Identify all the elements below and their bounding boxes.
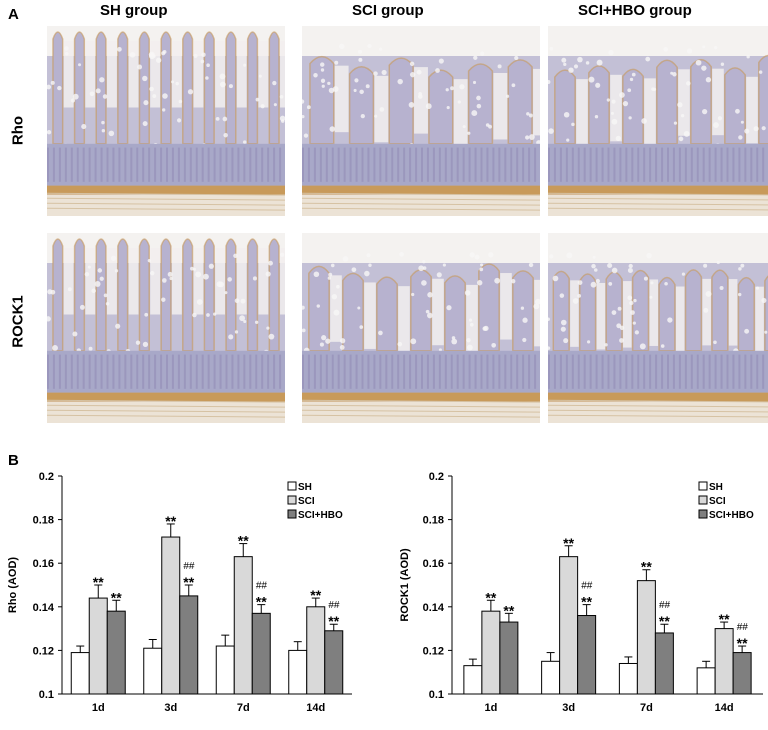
y-tick-label: 0.1 (39, 689, 54, 701)
x-tick-label: 1d (484, 702, 497, 714)
bar-sh-3d (143, 647, 163, 695)
significance-label: ** (485, 589, 496, 605)
bar-sci-hbo-3d (577, 615, 597, 695)
bar-sci-1d (481, 610, 501, 695)
significance-label: ** (503, 602, 514, 618)
y-tick-label: 0.16 (423, 558, 444, 570)
significance-label: ** (719, 611, 730, 627)
bar-sci-hbo-7d (251, 612, 271, 695)
y-tick-label: 0.16 (33, 558, 54, 570)
legend-swatch (287, 495, 297, 505)
bar-sh-1d (463, 665, 483, 695)
x-tick-label: 14d (306, 702, 325, 714)
bar-charts: 0.1 0.12 0.14 0.16 0.18 0.2 Rho (AOD) ** ** 1d ** #… (7, 471, 763, 714)
bar-sci-14d (306, 606, 326, 695)
significance-label: ## (256, 581, 268, 592)
x-tick-label: 3d (562, 702, 575, 714)
micrograph-rock1-sh (47, 233, 285, 423)
legend-swatch (287, 509, 297, 519)
y-tick-label: 0.2 (39, 471, 54, 483)
x-tick-label: 7d (640, 702, 653, 714)
significance-label: ** (328, 613, 339, 629)
x-tick-label: 1d (92, 702, 105, 714)
bar-sci-hbo-3d (179, 595, 199, 695)
y-axis-label: ROCK1 (AOD) (399, 548, 411, 622)
micrograph-rho-sh (47, 26, 285, 216)
legend-label: SCI+HBO (298, 510, 343, 521)
significance-label: ** (310, 587, 321, 603)
bar-sh-14d (696, 667, 716, 695)
significance-label: ## (737, 622, 749, 633)
y-tick-label: 0.12 (33, 645, 54, 657)
row-title-rock1: ROCK1 (9, 295, 27, 348)
micrograph-rho-sci-hbo (548, 26, 768, 216)
significance-label: ## (328, 600, 340, 611)
y-axis-label: Rho (AOD) (7, 557, 19, 614)
legend-swatch (698, 509, 708, 519)
bar-sci-hbo-1d (499, 621, 519, 695)
panel-b-label: B (8, 452, 19, 469)
y-tick-label: 0.12 (423, 645, 444, 657)
significance-label: ** (93, 574, 104, 590)
panel-a-label: A (8, 6, 19, 23)
x-tick-label: 7d (237, 702, 250, 714)
bar-sci-hbo-14d (324, 630, 344, 695)
y-tick-label: 0.2 (429, 471, 444, 483)
y-tick-label: 0.14 (423, 602, 445, 614)
significance-label: ## (183, 561, 195, 572)
row-title-rho: Rho (9, 115, 27, 146)
significance-label: ** (183, 574, 194, 590)
micrograph-rho-sci (302, 26, 540, 216)
bar-sh-14d (288, 649, 308, 695)
bar-sci-hbo-7d (654, 632, 674, 695)
x-tick-label: 14d (715, 702, 734, 714)
x-tick-label: 3d (164, 702, 177, 714)
bar-sci-3d (161, 536, 181, 695)
legend-swatch (287, 481, 297, 491)
y-tick-label: 0.1 (429, 689, 444, 701)
chart-rho: 0.1 0.12 0.14 0.16 0.18 0.2 Rho (AOD) ** ** 1d ** #… (7, 471, 352, 714)
significance-label: ** (737, 635, 748, 651)
bar-sh-3d (541, 660, 561, 695)
bar-sci-1d (88, 597, 108, 695)
legend-label: SH (709, 482, 723, 493)
column-title-sh: SH group (100, 2, 168, 19)
significance-label: ## (659, 600, 671, 611)
bar-sh-1d (70, 652, 90, 695)
significance-label: ** (659, 613, 670, 629)
y-tick-label: 0.18 (423, 515, 444, 527)
significance-label: ** (238, 533, 249, 549)
bar-sci-hbo-1d (106, 610, 126, 695)
y-tick-label: 0.18 (33, 515, 54, 527)
significance-label: ** (165, 513, 176, 529)
legend-label: SCI (298, 496, 315, 507)
bar-sci-14d (714, 628, 734, 695)
bar-sh-7d (618, 662, 638, 695)
legend-swatch (698, 481, 708, 491)
bar-sci-3d (559, 556, 579, 695)
significance-label: ** (563, 535, 574, 551)
legend-label: SH (298, 482, 312, 493)
micrograph-rock1-sci (302, 233, 540, 423)
micrograph-rock1-sci-hbo (548, 233, 768, 423)
significance-label: ** (256, 594, 267, 610)
y-tick-label: 0.14 (33, 602, 55, 614)
legend-label: SCI (709, 496, 726, 507)
significance-label: ** (641, 559, 652, 575)
bar-sci-hbo-14d (732, 652, 752, 695)
chart-rock1: 0.1 0.12 0.14 0.16 0.18 0.2 ROCK1 (AOD) ** ** 1d *… (399, 471, 763, 714)
legend-swatch (698, 495, 708, 505)
bar-sci-7d (636, 580, 656, 695)
bar-sh-7d (215, 645, 235, 695)
significance-label: ** (581, 594, 592, 610)
significance-label: ** (111, 589, 122, 605)
legend-label: SCI+HBO (709, 510, 754, 521)
significance-label: ## (581, 581, 593, 592)
column-title-sci: SCI group (352, 2, 424, 19)
column-title-sci-hbo: SCI+HBO group (578, 2, 692, 19)
bar-sci-7d (233, 556, 253, 695)
